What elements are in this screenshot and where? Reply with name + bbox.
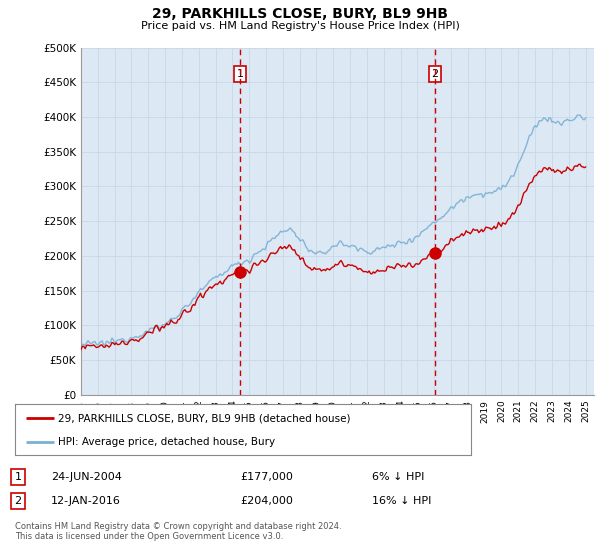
- Text: 24-JUN-2004: 24-JUN-2004: [51, 472, 122, 482]
- Text: £177,000: £177,000: [240, 472, 293, 482]
- Text: Contains HM Land Registry data © Crown copyright and database right 2024.: Contains HM Land Registry data © Crown c…: [15, 522, 341, 531]
- Text: 1: 1: [236, 69, 244, 79]
- Text: This data is licensed under the Open Government Licence v3.0.: This data is licensed under the Open Gov…: [15, 532, 283, 541]
- Text: 2: 2: [431, 69, 439, 79]
- Text: HPI: Average price, detached house, Bury: HPI: Average price, detached house, Bury: [58, 437, 275, 447]
- Text: £204,000: £204,000: [240, 496, 293, 506]
- Text: 1: 1: [14, 472, 22, 482]
- Text: 2: 2: [14, 496, 22, 506]
- Text: Price paid vs. HM Land Registry's House Price Index (HPI): Price paid vs. HM Land Registry's House …: [140, 21, 460, 31]
- Text: 29, PARKHILLS CLOSE, BURY, BL9 9HB (detached house): 29, PARKHILLS CLOSE, BURY, BL9 9HB (deta…: [58, 413, 351, 423]
- Text: 16% ↓ HPI: 16% ↓ HPI: [372, 496, 431, 506]
- Text: 12-JAN-2016: 12-JAN-2016: [51, 496, 121, 506]
- Text: 29, PARKHILLS CLOSE, BURY, BL9 9HB: 29, PARKHILLS CLOSE, BURY, BL9 9HB: [152, 7, 448, 21]
- Text: 6% ↓ HPI: 6% ↓ HPI: [372, 472, 424, 482]
